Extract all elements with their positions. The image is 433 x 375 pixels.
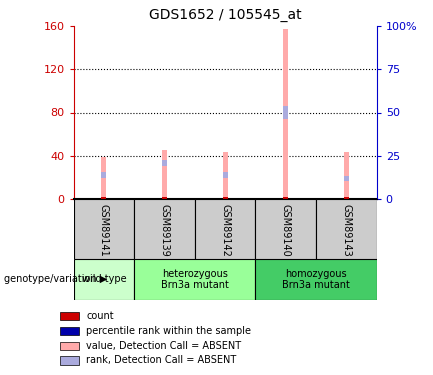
- FancyBboxPatch shape: [134, 199, 195, 259]
- Bar: [101, 172, 107, 178]
- FancyBboxPatch shape: [316, 199, 377, 259]
- Text: GSM89143: GSM89143: [341, 204, 352, 256]
- Text: heterozygous
Brn3a mutant: heterozygous Brn3a mutant: [161, 268, 229, 290]
- Bar: [223, 197, 228, 199]
- Text: genotype/variation ▶: genotype/variation ▶: [4, 274, 107, 284]
- Text: GSM89139: GSM89139: [159, 204, 170, 256]
- Text: homozygous
Brn3a mutant: homozygous Brn3a mutant: [282, 268, 350, 290]
- Bar: [60, 356, 79, 364]
- Bar: [162, 150, 167, 199]
- FancyBboxPatch shape: [255, 259, 377, 300]
- Bar: [223, 152, 228, 199]
- FancyBboxPatch shape: [134, 259, 255, 300]
- FancyBboxPatch shape: [255, 199, 316, 259]
- FancyBboxPatch shape: [74, 259, 134, 300]
- Bar: [283, 30, 288, 199]
- Text: wild type: wild type: [81, 274, 126, 284]
- Title: GDS1652 / 105545_at: GDS1652 / 105545_at: [149, 9, 301, 22]
- Bar: [223, 172, 228, 178]
- Bar: [344, 176, 349, 181]
- Text: count: count: [86, 311, 114, 321]
- Bar: [60, 342, 79, 350]
- Bar: [162, 160, 167, 166]
- FancyBboxPatch shape: [74, 199, 134, 259]
- Text: GSM89142: GSM89142: [220, 204, 230, 257]
- Bar: [101, 157, 107, 199]
- Text: GSM89140: GSM89140: [281, 204, 291, 256]
- Bar: [344, 152, 349, 199]
- Bar: [283, 197, 288, 199]
- Bar: [344, 197, 349, 199]
- Text: percentile rank within the sample: percentile rank within the sample: [86, 326, 251, 336]
- Bar: [101, 197, 107, 199]
- Text: rank, Detection Call = ABSENT: rank, Detection Call = ABSENT: [86, 356, 236, 366]
- Bar: [60, 327, 79, 335]
- Bar: [60, 312, 79, 320]
- FancyBboxPatch shape: [195, 199, 255, 259]
- Text: GSM89141: GSM89141: [99, 204, 109, 256]
- Text: value, Detection Call = ABSENT: value, Detection Call = ABSENT: [86, 340, 241, 351]
- Bar: [162, 197, 167, 199]
- Bar: [283, 106, 288, 119]
